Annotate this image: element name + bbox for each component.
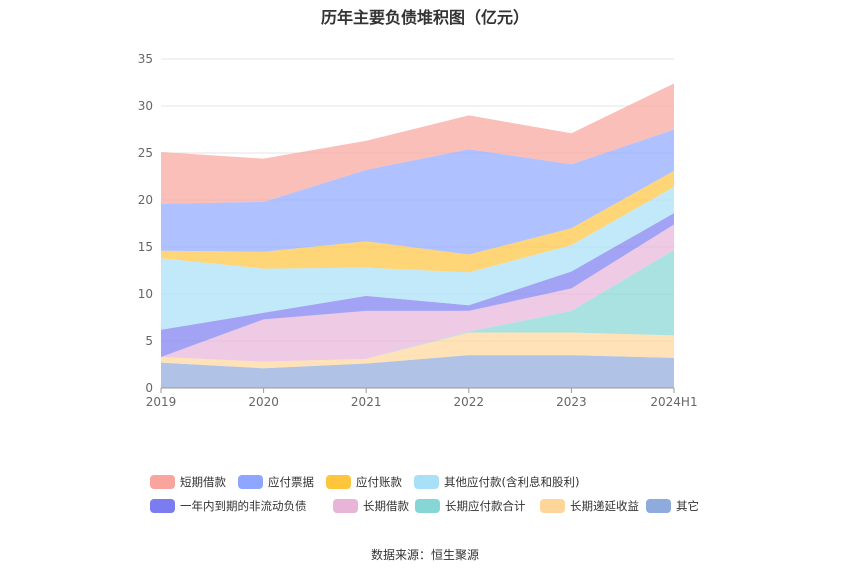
- legend-swatch: [646, 499, 671, 513]
- legend-label: 其他应付款(含利息和股利): [444, 475, 580, 489]
- legend-label: 短期借款: [180, 475, 226, 489]
- area-series-8: [161, 83, 674, 204]
- legend-swatch: [150, 499, 175, 513]
- axis-layer: 0 5 10 15 20 25 30 35 2019 2020 2021 2022 2023 2024H1: [138, 52, 698, 409]
- y-tick-label: 25: [138, 146, 153, 160]
- x-tick-label: 2023: [556, 395, 587, 409]
- area-series-4: [161, 213, 674, 357]
- y-tick-label: 10: [138, 287, 153, 301]
- y-tick-label: 0: [145, 381, 153, 395]
- legend-item[interactable]: 其它: [646, 498, 699, 514]
- area-series-3: [161, 224, 674, 362]
- legend-swatch: [150, 475, 175, 489]
- legend-swatch: [415, 499, 440, 513]
- legend-swatch: [326, 475, 351, 489]
- y-tick-label: 5: [145, 334, 153, 348]
- legend-label: 长期递延收益: [570, 499, 639, 513]
- legend-swatch: [333, 499, 358, 513]
- legend-item[interactable]: 应付票据: [238, 474, 314, 490]
- area-series-0: [161, 355, 674, 388]
- y-tick-label: 20: [138, 193, 153, 207]
- area-series-7: [161, 129, 674, 255]
- legend-item[interactable]: 其他应付款(含利息和股利): [414, 474, 579, 490]
- stacked-area-chart: 0 5 10 15 20 25 30 35 2019 2020 2021 2022 2023 2024H1: [138, 52, 698, 409]
- x-tick-label: 2022: [454, 395, 485, 409]
- legend-label: 长期借款: [363, 499, 409, 513]
- area-series-6: [161, 170, 674, 273]
- area-series-1: [161, 332, 674, 369]
- x-tick-label: 2020: [248, 395, 279, 409]
- legend-item[interactable]: 应付账款: [326, 474, 402, 490]
- legend-label: 长期应付款合计: [445, 499, 526, 513]
- y-tick-label: 15: [138, 240, 153, 254]
- legend-item[interactable]: 长期递延收益: [540, 498, 639, 514]
- y-tick-label: 35: [138, 52, 153, 66]
- x-tick-label: 2021: [351, 395, 382, 409]
- chart-title: 历年主要负债堆积图（亿元）: [320, 8, 529, 27]
- legend-label: 应付账款: [356, 475, 402, 489]
- legend-swatch: [238, 475, 263, 489]
- legend-item[interactable]: 长期借款: [333, 498, 409, 514]
- legend-item[interactable]: 长期应付款合计: [415, 498, 526, 514]
- y-tick-label: 30: [138, 99, 153, 113]
- x-tick-label: 2024H1: [650, 395, 697, 409]
- source-note: 数据来源：恒生聚源: [370, 548, 479, 562]
- legend-swatch: [414, 475, 439, 489]
- legend-item[interactable]: 一年内到期的非流动负债: [150, 498, 307, 514]
- legend-swatch: [540, 499, 565, 513]
- area-layer: [161, 83, 674, 388]
- legend-label: 其它: [676, 499, 699, 513]
- legend-label: 一年内到期的非流动负债: [180, 499, 307, 513]
- area-series-5: [161, 186, 674, 330]
- legend-item[interactable]: 短期借款: [150, 474, 226, 490]
- legend-label: 应付票据: [268, 475, 314, 489]
- x-tick-label: 2019: [146, 395, 177, 409]
